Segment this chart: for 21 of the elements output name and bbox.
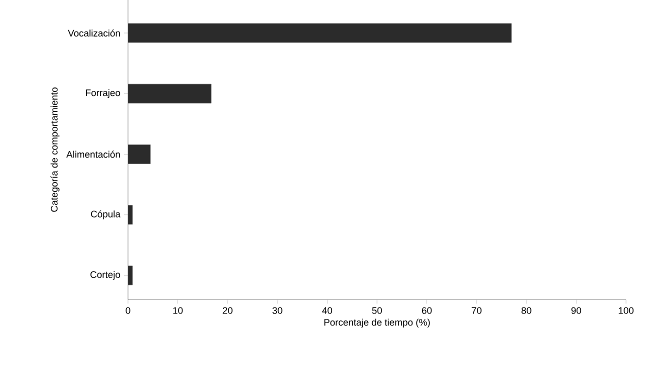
x-tick-label: 60	[422, 307, 432, 314]
bar	[128, 84, 212, 104]
y-tick-label: Alimentación	[66, 150, 120, 158]
bar	[128, 144, 151, 164]
x-tick-label: 50	[372, 307, 382, 314]
x-tick-label: 30	[272, 307, 282, 314]
y-tick-label: Cortejo	[90, 271, 120, 280]
x-tick-label: 20	[222, 307, 232, 314]
y-tick-label: Forrajeo	[86, 89, 120, 98]
x-tick-label: 40	[322, 307, 332, 314]
x-tick-label: 100	[618, 307, 634, 314]
bar	[128, 23, 512, 43]
y-tick-label: Vocalización	[68, 29, 120, 37]
x-tick-label: 80	[522, 307, 532, 314]
x-tick-label: 0	[126, 307, 130, 314]
y-axis-title: Categoría de comportamiento	[50, 87, 60, 212]
x-tick-label: 70	[472, 307, 482, 314]
x-axis-title: Porcentaje de tiempo (%)	[324, 318, 430, 328]
x-tick-label: 90	[571, 307, 582, 314]
x-tick-label: 10	[173, 307, 183, 314]
y-tick-label: Cópula	[90, 210, 120, 220]
